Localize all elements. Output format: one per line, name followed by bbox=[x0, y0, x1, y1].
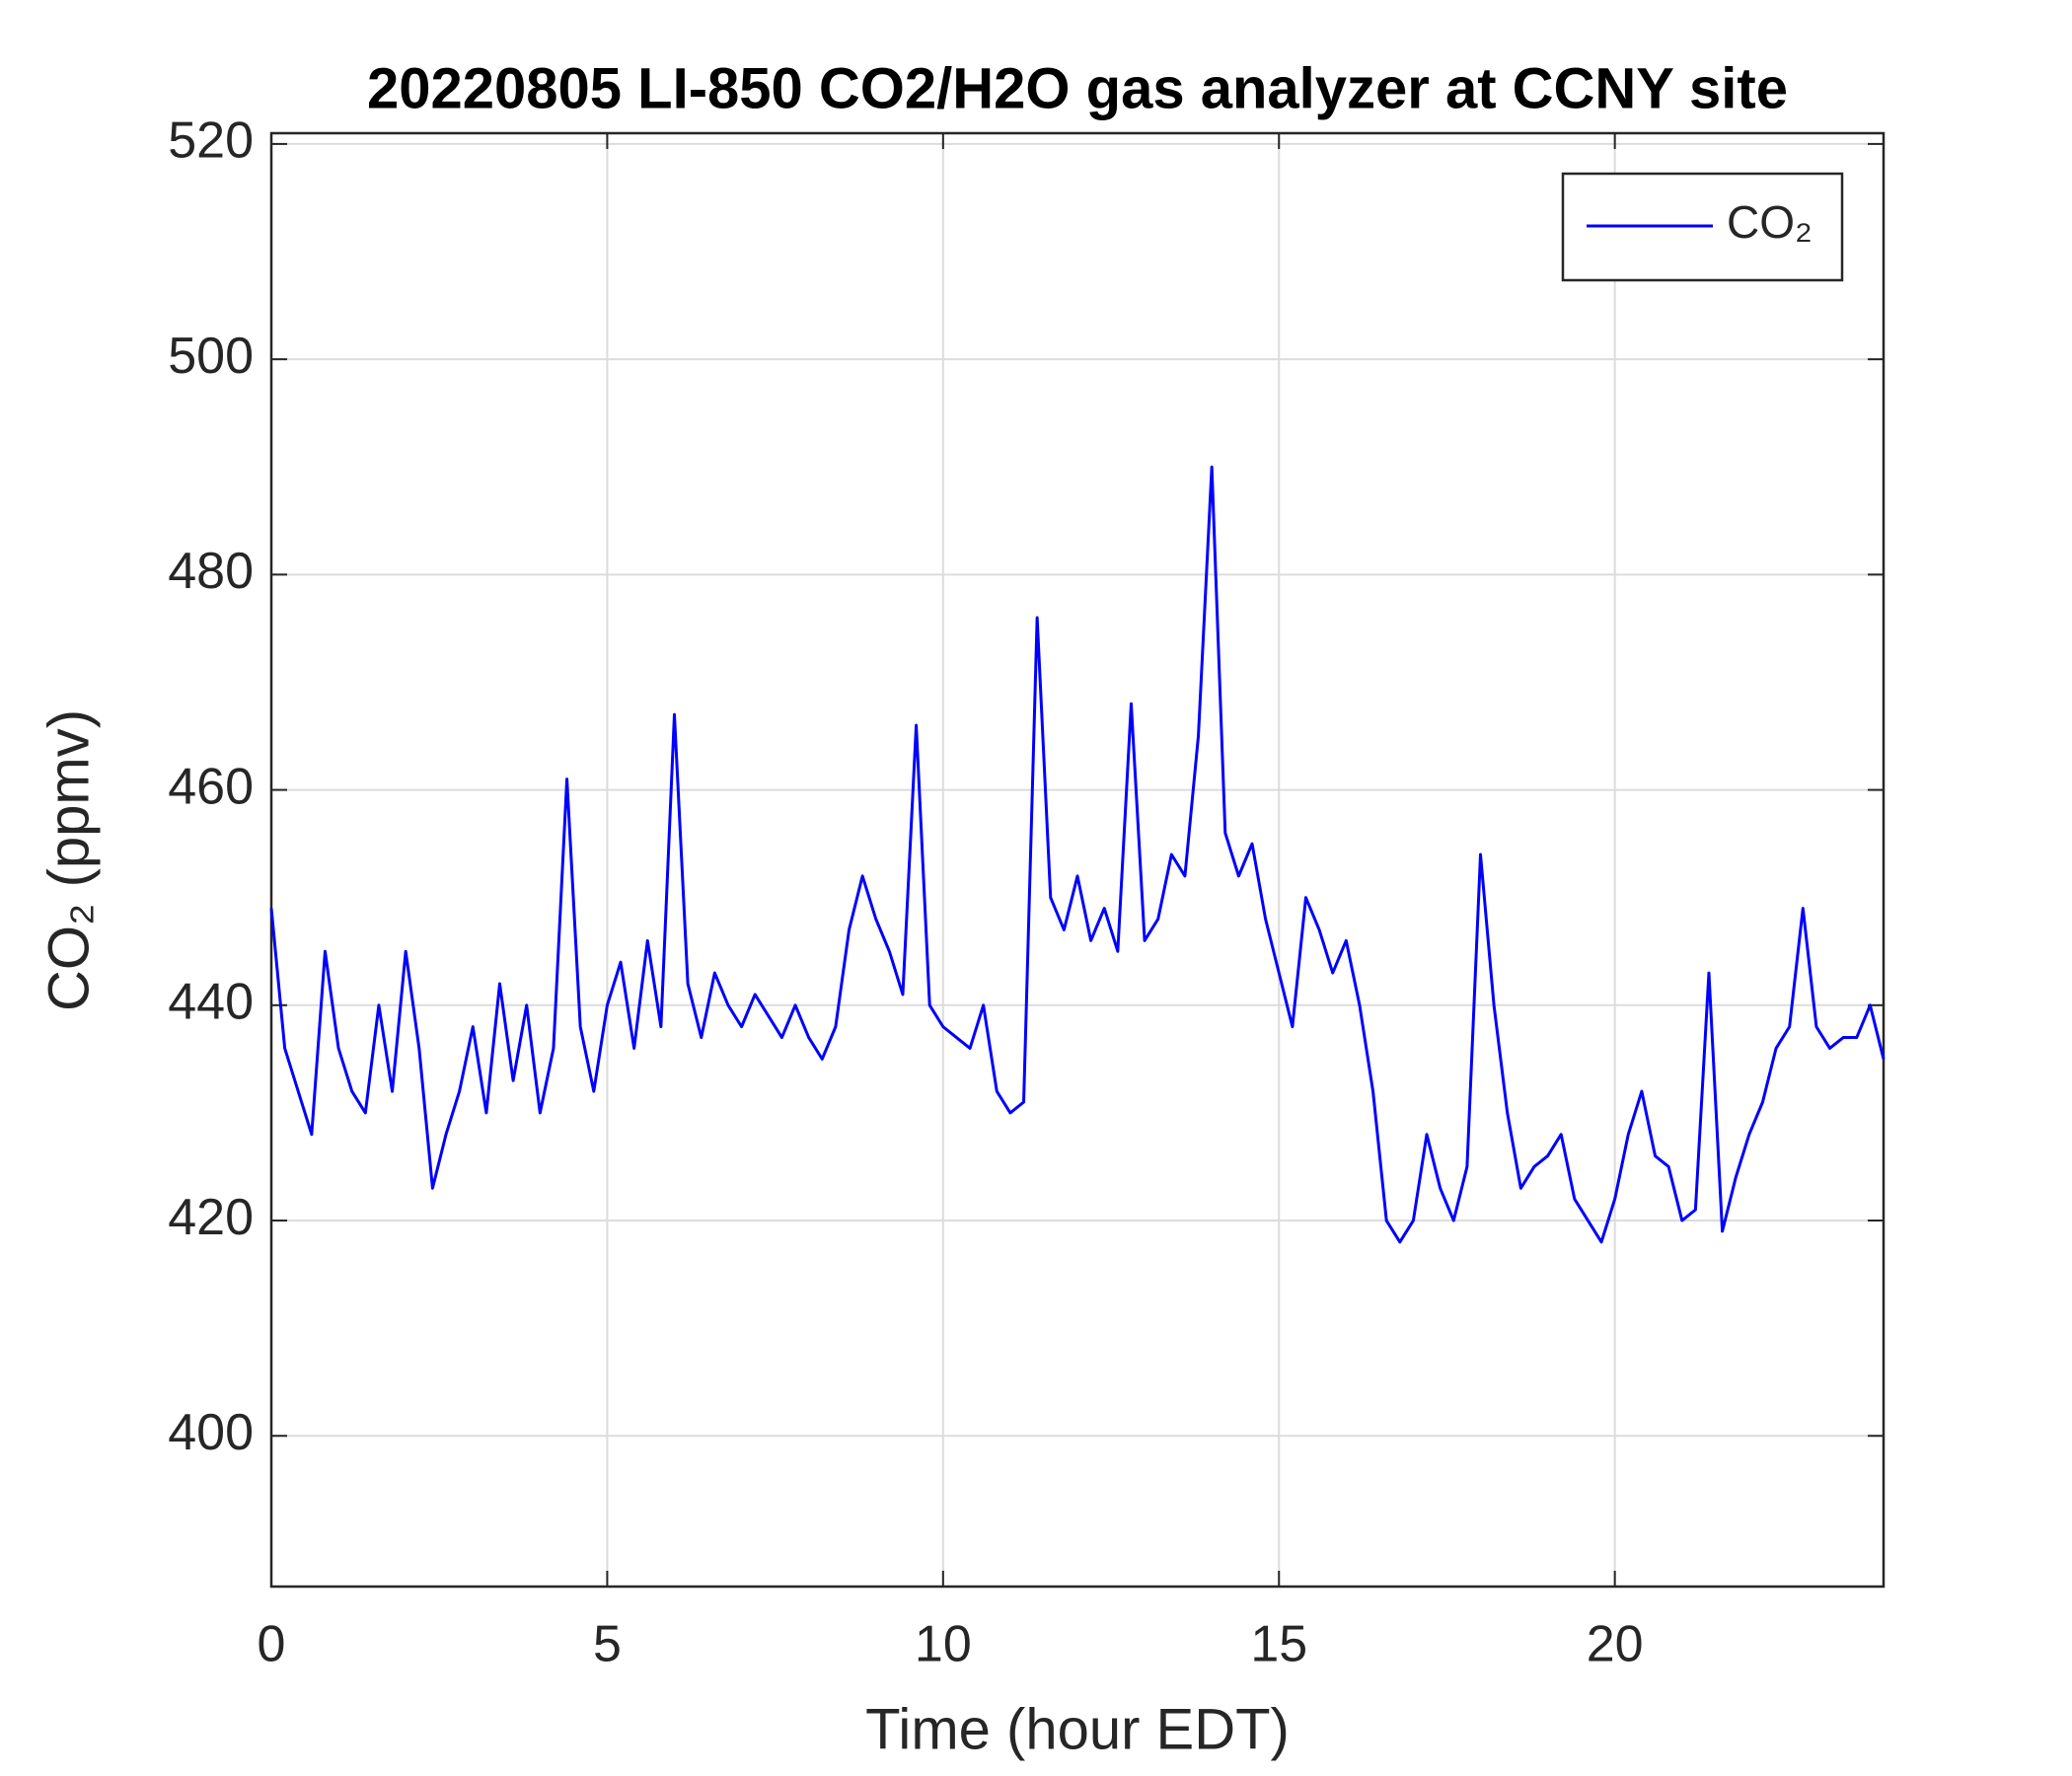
y-tick-label: 420 bbox=[168, 1189, 254, 1246]
y-axis-label: CO₂ (ppmv) bbox=[37, 709, 101, 1011]
plot-frame bbox=[269, 131, 1886, 1589]
x-tick-label: 15 bbox=[1250, 1616, 1307, 1673]
y-tick-label: 500 bbox=[168, 328, 254, 385]
y-tick-label: 440 bbox=[168, 974, 254, 1031]
y-tick-label: 520 bbox=[168, 112, 254, 170]
y-tick-label: 480 bbox=[168, 543, 254, 600]
x-tick-label: 5 bbox=[593, 1616, 622, 1673]
x-tick-label: 10 bbox=[915, 1616, 972, 1673]
y-tick-label: 400 bbox=[168, 1404, 254, 1461]
x-tick-label: 0 bbox=[258, 1616, 286, 1673]
x-axis-label: Time (hour EDT) bbox=[865, 1697, 1290, 1761]
data-line bbox=[269, 465, 1886, 1244]
y-tick-label: 460 bbox=[168, 758, 254, 815]
legend-label: CO₂ bbox=[1727, 196, 1813, 248]
chart-title: 20220805 LI-850 CO2/H2O gas analyzer at … bbox=[367, 56, 1788, 120]
x-tick-label: 20 bbox=[1587, 1616, 1644, 1673]
